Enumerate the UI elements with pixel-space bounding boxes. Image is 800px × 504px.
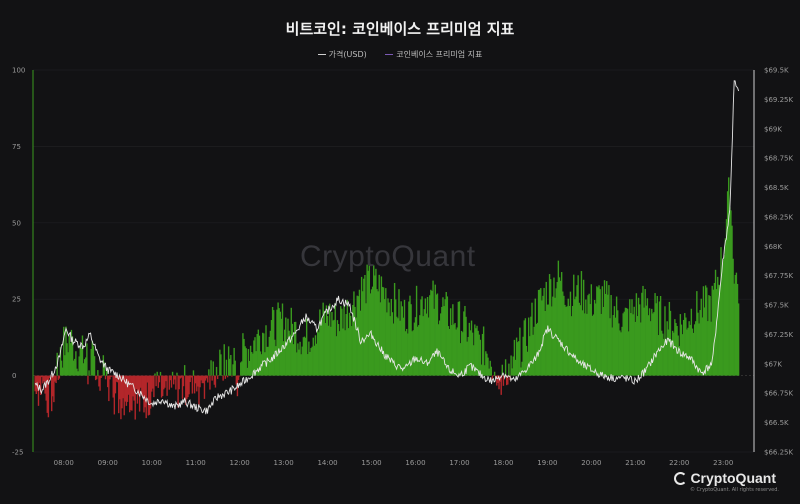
y-tick-right: $68.25K [764,213,793,221]
cryptoquant-logo-icon [674,472,688,485]
x-tick: 09:00 [98,459,118,467]
brand-name: CryptoQuant [690,470,776,486]
legend-label-price: 가격(USD) [328,50,367,59]
x-tick: 19:00 [537,459,557,467]
y-tick-right: $66.25K [764,449,793,457]
chart-title: 비트코인: 코인베이스 프리미엄 지표 [285,20,515,38]
y-tick-left: -25 [12,449,23,457]
x-tick: 17:00 [449,459,469,467]
x-tick: 16:00 [405,459,425,467]
y-tick-right: $67.25K [764,331,793,339]
x-tick: 15:00 [361,459,381,467]
y-tick-right: $69.25K [764,96,793,104]
x-tick: 14:00 [317,459,337,467]
brand-logo-text: CryptoQuant [674,470,776,486]
price-line [34,80,740,415]
x-tick: 18:00 [493,459,513,467]
legend[interactable]: 가격(USD) 코인베이스 프리미엄 지표 [0,49,800,60]
y-tick-right: $68.5K [764,184,789,192]
legend-swatch-premium [385,53,394,56]
y-tick-right: $67K [764,360,782,368]
legend-label-premium: 코인베이스 프리미엄 지표 [396,50,483,59]
y-tick-right: $67.75K [764,272,793,280]
legend-item-price[interactable]: 가격(USD) [317,49,367,60]
y-tick-right: $68K [764,243,782,251]
x-tick: 11:00 [186,459,206,467]
y-tick-right: $67.5K [764,302,789,310]
legend-swatch-price [317,53,326,56]
legend-item-premium[interactable]: 코인베이스 프리미엄 지표 [385,49,482,60]
y-tick-right: $69.5K [764,67,789,75]
x-tick: 10:00 [142,459,162,467]
y-tick-right: $66.75K [764,390,793,398]
x-tick: 22:00 [669,459,689,467]
x-tick: 20:00 [581,459,601,467]
y-tick-left: 100 [12,67,25,75]
copyright: © CryptoQuant. All rights reserved. [689,487,779,493]
y-tick-right: $66.5K [764,419,789,427]
y-tick-right: $69K [764,125,782,133]
y-tick-left: 75 [12,143,21,151]
x-tick: 21:00 [625,459,645,467]
x-tick: 23:00 [713,459,733,467]
y-tick-left: 25 [12,296,21,304]
x-tick: 12:00 [230,459,250,467]
y-tick-left: 0 [12,372,16,380]
x-tick: 13:00 [273,459,293,467]
watermark: CryptoQuant [300,240,476,273]
x-tick: 08:00 [54,459,74,467]
y-tick-left: 50 [12,219,21,227]
y-tick-right: $68.75K [764,155,793,163]
